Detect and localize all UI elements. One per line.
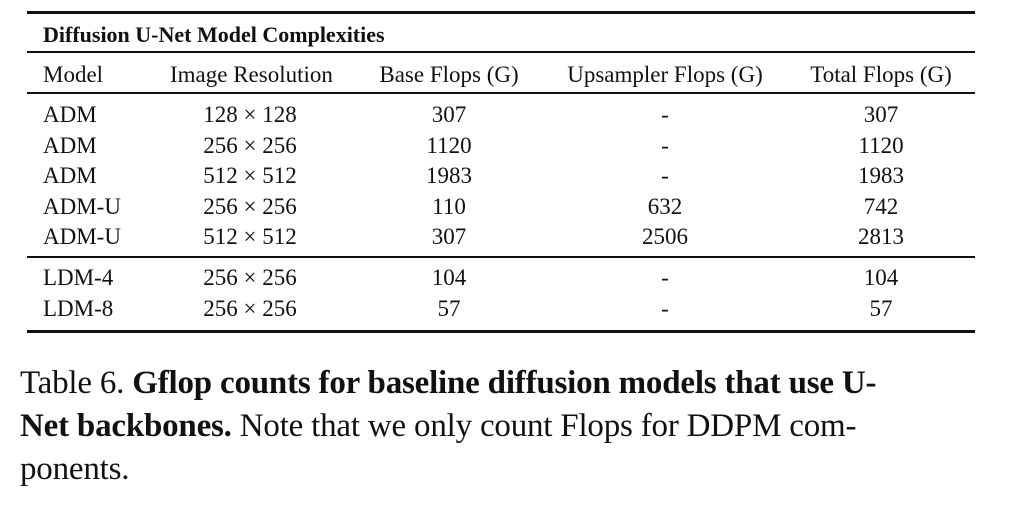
title-rule [27,51,975,53]
cell-model: LDM-8 [43,296,114,321]
group-separator-rule [27,256,975,258]
cell-base-flops: 307 [431,102,467,127]
cell-resolution: 256 × 256 [203,194,297,219]
cell-resolution: 512 × 512 [203,163,297,188]
cell-upsampler-flops: - [661,296,669,321]
cell-total-flops: 104 [863,265,899,290]
caption-line-1: Table 6. Gflop counts for baseline diffu… [20,362,985,405]
cell-base-flops: 57 [437,296,461,321]
caption-bold-part-2: Net backbones. [20,408,232,444]
caption-label: Table 6. [20,365,125,401]
table-row: ADM 512 × 512 1983 - 1983 [0,161,1009,191]
caption-line-3: ponents. [20,448,985,491]
cell-model: ADM [43,163,97,188]
header-model: Model [43,62,104,87]
cell-upsampler-flops: 2506 [642,224,688,249]
bottom-rule [27,330,975,333]
header-image-resolution: Image Resolution [170,62,333,87]
caption-line-2: Net backbones. Note that we only count F… [20,405,985,448]
caption-bold-part-1: Gflop counts for baseline diffusion mode… [132,365,877,401]
cell-upsampler-flops: - [661,133,669,158]
cell-base-flops: 1120 [426,133,472,158]
table-row: ADM 128 × 128 307 - 307 [0,100,1009,130]
table-row: LDM-4 256 × 256 104 - 104 [0,263,1009,293]
cell-base-flops: 110 [432,194,466,219]
cell-resolution: 512 × 512 [203,224,297,249]
header-base-flops: Base Flops (G) [379,62,519,87]
cell-model: ADM-U [43,224,121,249]
cell-model: ADM-U [43,194,121,219]
cell-upsampler-flops: - [661,265,669,290]
cell-total-flops: 307 [863,102,899,127]
cell-base-flops: 307 [431,224,467,249]
cell-base-flops: 1983 [426,163,472,188]
cell-total-flops: 2813 [858,224,904,249]
caption-body-part-2: ponents. [20,451,130,487]
cell-resolution: 256 × 256 [203,265,297,290]
cell-resolution: 256 × 256 [203,133,297,158]
cell-total-flops: 742 [863,194,899,219]
cell-model: LDM-4 [43,265,114,290]
cell-model: ADM [43,102,97,127]
table-row: ADM 256 × 256 1120 - 1120 [0,131,1009,161]
table-row: LDM-8 256 × 256 57 - 57 [0,294,1009,324]
header-rule [27,92,975,94]
cell-upsampler-flops: - [661,163,669,188]
table-row: ADM-U 512 × 512 307 2506 2813 [0,222,1009,252]
cell-model: ADM [43,133,97,158]
top-rule [27,11,975,14]
caption-body-part-1: Note that we only count Flops for DDPM c… [231,408,857,444]
header-upsampler-flops: Upsampler Flops (G) [567,62,763,87]
cell-total-flops: 57 [869,296,893,321]
cell-upsampler-flops: - [661,102,669,127]
table-row: ADM-U 256 × 256 110 632 742 [0,192,1009,222]
header-total-flops: Total Flops (G) [810,62,952,87]
cell-base-flops: 104 [431,265,467,290]
table-title: Diffusion U-Net Model Complexities [43,22,385,47]
cell-total-flops: 1983 [858,163,904,188]
cell-upsampler-flops: 632 [647,194,683,219]
cell-resolution: 256 × 256 [203,296,297,321]
cell-total-flops: 1120 [858,133,904,158]
table-caption: Table 6. Gflop counts for baseline diffu… [20,362,985,491]
cell-resolution: 128 × 128 [203,102,297,127]
